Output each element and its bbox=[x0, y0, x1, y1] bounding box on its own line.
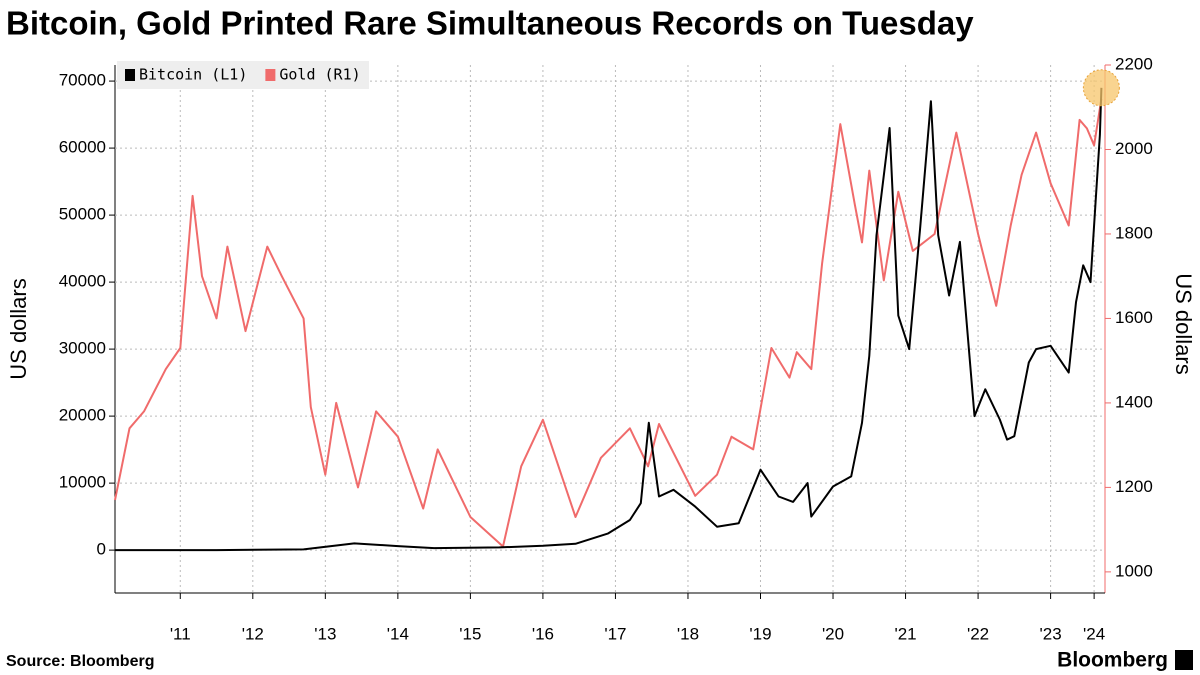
y-tick-label: 20000 bbox=[59, 406, 106, 425]
y2-tick-label: 1200 bbox=[1115, 477, 1153, 496]
series-line bbox=[115, 87, 1103, 552]
chart-title: Bitcoin, Gold Printed Rare Simultaneous … bbox=[6, 5, 974, 42]
legend-swatch bbox=[265, 69, 276, 81]
x-tick-label: '12 bbox=[242, 624, 264, 643]
y2-tick-label: 1600 bbox=[1115, 308, 1153, 327]
x-tick-label: '18 bbox=[677, 624, 699, 643]
source: Source: Bloomberg bbox=[6, 653, 154, 670]
series-line bbox=[114, 98, 1103, 548]
legend-box bbox=[117, 61, 369, 89]
x-tick-label: '13 bbox=[314, 624, 336, 643]
y-tick-label: 10000 bbox=[59, 473, 106, 492]
x-tick-label: '16 bbox=[532, 624, 554, 643]
y2-tick-label: 2000 bbox=[1115, 139, 1153, 158]
y-tick-label: 30000 bbox=[59, 339, 106, 358]
x-tick-label: '15 bbox=[459, 624, 481, 643]
y-tick-label: 60000 bbox=[59, 138, 106, 157]
y-tick-label: 70000 bbox=[59, 71, 106, 90]
x-tick-label: '23 bbox=[1040, 624, 1062, 643]
x-tick-label: '11 bbox=[170, 624, 191, 643]
y-tick-label: 50000 bbox=[59, 205, 106, 224]
y-tick-label: 0 bbox=[97, 540, 106, 559]
x-tick-label: '22 bbox=[967, 624, 989, 643]
legend-swatch bbox=[125, 69, 135, 81]
x-tick-label: '19 bbox=[749, 624, 771, 643]
legend-label: Bitcoin (L1) bbox=[139, 66, 247, 84]
highlight bbox=[1082, 69, 1120, 107]
y-tick-label: 40000 bbox=[59, 272, 106, 291]
x-tick-label: '14 bbox=[387, 624, 409, 643]
legend-label: Gold (R1) bbox=[279, 66, 360, 84]
y2-tick-label: 1800 bbox=[1115, 223, 1153, 242]
y2-tick-label: 2200 bbox=[1115, 54, 1153, 73]
x-tick-label: '17 bbox=[604, 624, 626, 643]
brand: Bloomberg bbox=[1057, 649, 1168, 672]
x-tick-label: '24 bbox=[1083, 624, 1105, 643]
x-tick-label: '20 bbox=[822, 624, 844, 643]
x-tick-label: '21 bbox=[894, 624, 916, 643]
y2-axis-label: US dollars bbox=[1171, 273, 1196, 374]
y2-tick-label: 1400 bbox=[1115, 392, 1153, 411]
y-axis-label: US dollars bbox=[6, 278, 31, 379]
y2-tick-label: 1000 bbox=[1115, 561, 1153, 580]
brand-icon bbox=[1175, 650, 1193, 670]
